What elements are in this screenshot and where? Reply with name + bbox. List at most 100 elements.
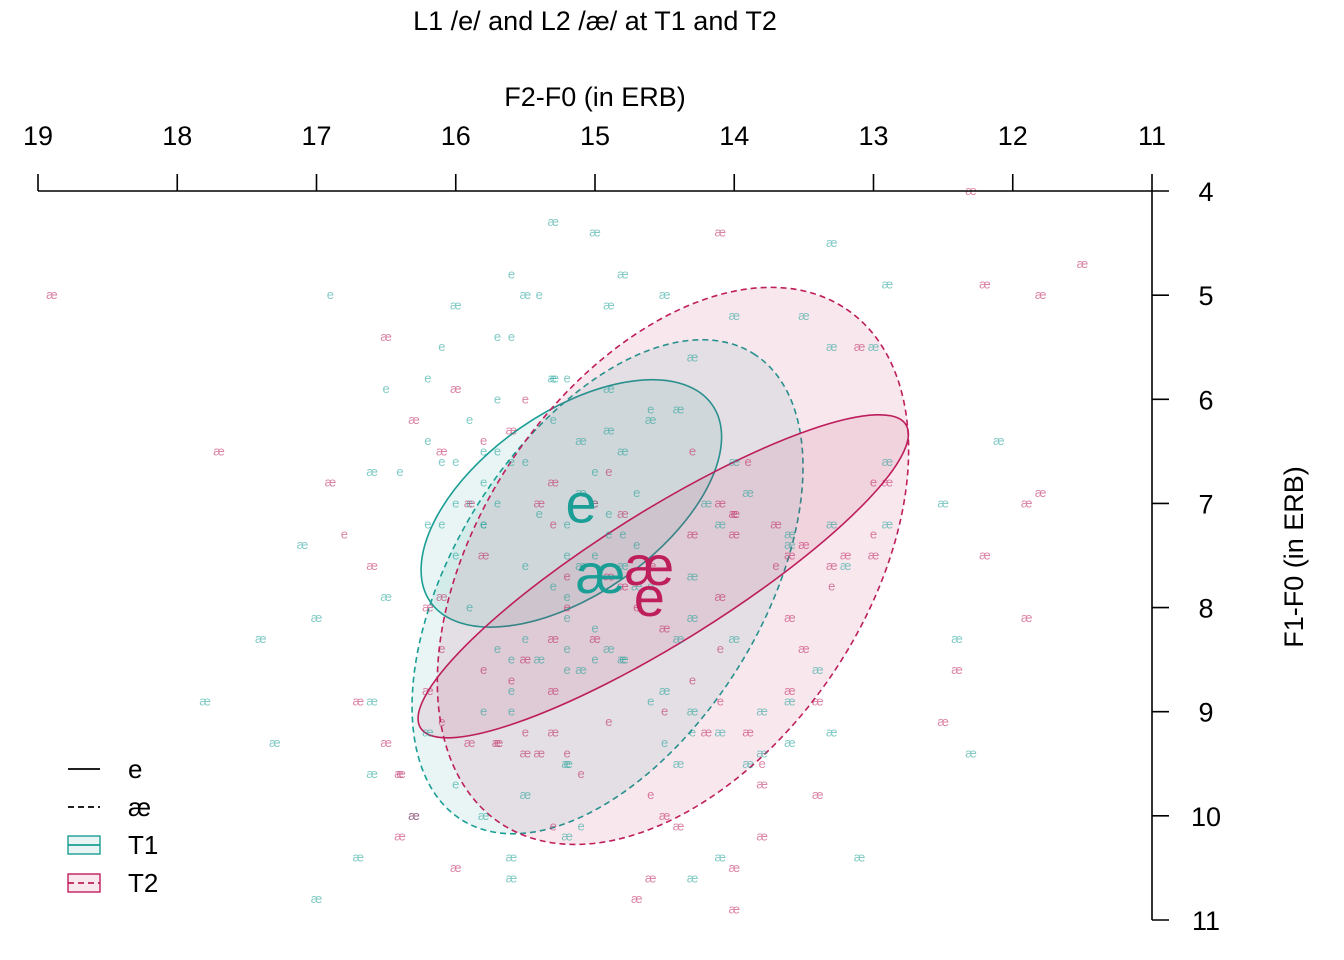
data-point-e-t1: e [508, 266, 515, 281]
data-point-ae-t1: æ [422, 725, 434, 740]
data-point-e-t1: e [522, 558, 529, 573]
data-point-e-t2: e [828, 579, 835, 594]
data-point-e-t2: e [647, 787, 654, 802]
data-point-ae-t2: æ [436, 443, 448, 458]
data-point-ae-t1: æ [255, 631, 267, 646]
ellipses-layer [411, 286, 910, 846]
data-point-e-t1: e [452, 454, 459, 469]
data-point-ae-t2: æ [213, 443, 225, 458]
data-point-ae-t2: æ [645, 870, 657, 885]
centroid-ae-t1: æ [576, 542, 626, 605]
data-point-e-t2: e [717, 693, 724, 708]
data-point-ae-t1: æ [826, 235, 838, 250]
data-point-e-t1: e [689, 725, 696, 740]
data-point-e-t1: e [591, 620, 598, 635]
data-point-ae-t2: æ [784, 683, 796, 698]
data-point-ae-t1: æ [756, 704, 768, 719]
data-point-ae-t2: æ [868, 548, 880, 563]
data-point-ae-t2: æ [631, 891, 643, 906]
data-point-ae-t2: æ [659, 620, 671, 635]
data-point-ae-t1: æ [575, 485, 587, 500]
x-tick-label: 17 [301, 121, 331, 151]
data-point-ae-t2: æ [728, 527, 740, 542]
data-point-e-t1: e [564, 548, 571, 563]
data-point-ae-t1: æ [561, 829, 573, 844]
data-point-ae-t1: æ [951, 631, 963, 646]
data-point-ae-t2: æ [979, 277, 991, 292]
data-point-ae-t2: æ [408, 808, 420, 823]
data-point-e-t1: e [494, 443, 501, 458]
data-point-ae-t2: æ [715, 225, 727, 240]
data-point-e-t2: e [758, 756, 765, 771]
data-point-ae-t2: æ [798, 537, 810, 552]
data-point-ae-t1: æ [756, 745, 768, 760]
data-point-ae-t2: æ [937, 714, 949, 729]
data-point-ae-t2: æ [464, 735, 476, 750]
data-point-ae-t1: æ [882, 454, 894, 469]
data-point-e-t2: e [522, 725, 529, 740]
data-point-e-t2: e [480, 662, 487, 677]
data-point-e-t1: e [564, 610, 571, 625]
data-point-e-t2: e [772, 558, 779, 573]
data-point-e-t1: e [424, 516, 431, 531]
data-point-ae-t1: æ [728, 454, 740, 469]
data-point-ae-t2: æ [547, 683, 559, 698]
data-point-e-t1: e [564, 662, 571, 677]
data-point-ae-t1: æ [603, 381, 615, 396]
data-point-ae-t2: æ [506, 423, 518, 438]
x-tick-label: 14 [719, 121, 749, 151]
data-point-ae-t1: æ [882, 277, 894, 292]
data-point-e-t1: e [494, 391, 501, 406]
data-point-ae-t2: æ [422, 600, 434, 615]
data-point-e-t2: e [689, 672, 696, 687]
data-point-e-t1: e [424, 370, 431, 385]
data-point-e-t1: e [536, 287, 543, 302]
data-point-e-t1: e [466, 412, 473, 427]
data-point-ae-t2: æ [715, 495, 727, 510]
legend-label: e [128, 754, 142, 784]
data-point-e-t2: e [605, 714, 612, 729]
data-point-ae-t2: æ [520, 745, 532, 760]
data-point-e-t2: e [550, 516, 557, 531]
data-point-e-t2: e [633, 600, 640, 615]
data-point-ae-t1: æ [937, 495, 949, 510]
data-point-ae-t2: æ [742, 725, 754, 740]
y-tick-label: 8 [1198, 594, 1213, 624]
data-point-ae-t1: æ [784, 527, 796, 542]
data-point-ae-t2: æ [882, 475, 894, 490]
data-point-ae-t2: æ [756, 829, 768, 844]
data-point-e-t1: e [564, 756, 571, 771]
data-point-e-t2: e [731, 506, 738, 521]
centroid-e-t1: e [565, 471, 596, 534]
x-axis-label: F2-F0 (in ERB) [504, 82, 686, 112]
data-point-ae-t1: æ [673, 402, 685, 417]
data-point-ae-t2: æ [798, 641, 810, 656]
data-point-e-t1: e [327, 287, 334, 302]
data-point-e-t1: e [480, 516, 487, 531]
data-point-ae-t1: æ [728, 308, 740, 323]
data-point-e-t1: e [494, 495, 501, 510]
data-point-ae-t1: æ [715, 850, 727, 865]
data-point-e-t1: e [508, 454, 515, 469]
data-point-e-t2: e [870, 475, 877, 490]
data-point-ae-t1: æ [742, 485, 754, 500]
data-point-ae-t2: æ [756, 777, 768, 792]
data-point-e-t1: e [508, 652, 515, 667]
data-point-e-t2: e [605, 464, 612, 479]
data-point-e-t1: e [605, 506, 612, 521]
data-point-e-t2: e [550, 818, 557, 833]
data-point-ae-t2: æ [547, 725, 559, 740]
legend-label: æ [128, 792, 151, 822]
data-point-ae-t1: æ [673, 631, 685, 646]
data-point-e-t1: e [522, 454, 529, 469]
data-point-ae-t2: æ [659, 808, 671, 823]
data-point-e-t1: e [508, 329, 515, 344]
data-point-ae-t2: æ [979, 548, 991, 563]
data-point-e-t1: e [424, 433, 431, 448]
chart-title: L1 /e/ and L2 /æ/ at T1 and T2 [413, 6, 777, 36]
data-point-ae-t1: æ [366, 464, 378, 479]
data-point-ae-t2: æ [408, 412, 420, 427]
data-point-ae-t2: æ [784, 548, 796, 563]
data-point-ae-t2: æ [394, 829, 406, 844]
data-point-ae-t1: æ [506, 870, 518, 885]
